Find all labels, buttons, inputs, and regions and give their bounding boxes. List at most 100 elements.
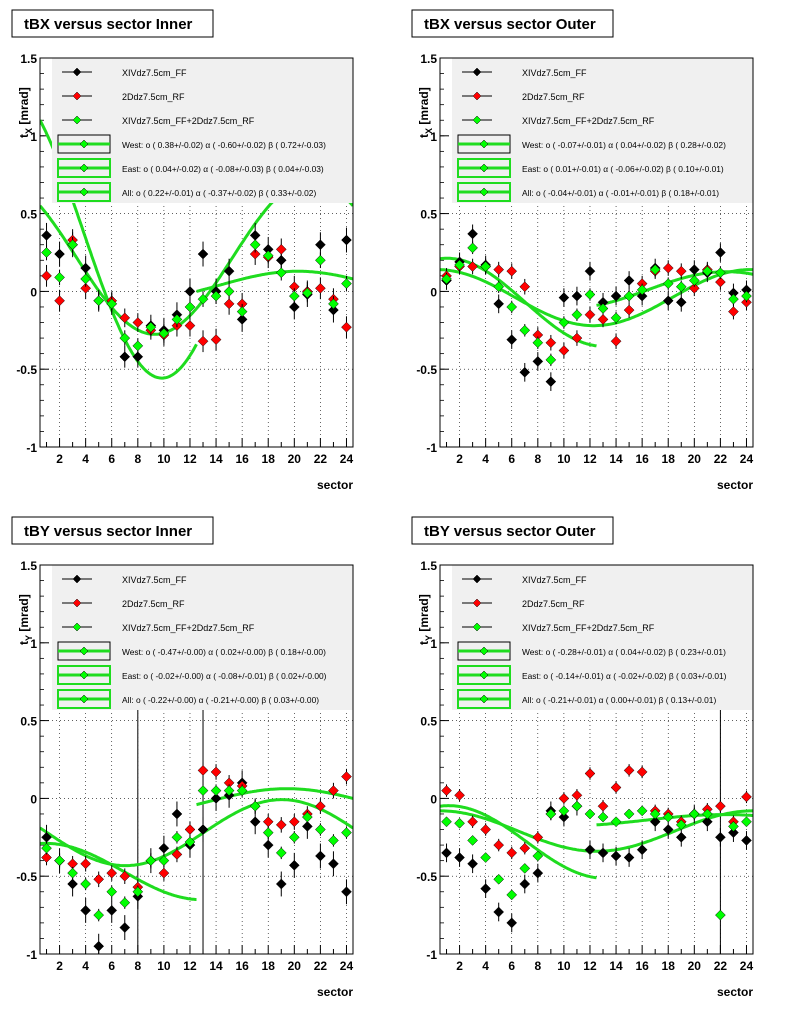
data-point-series-2 bbox=[493, 839, 505, 851]
data-point-series-1 bbox=[454, 852, 465, 863]
data-point-series-2 bbox=[54, 295, 65, 307]
legend-label: XIVdz7.5cm_FF bbox=[122, 68, 187, 78]
data-point-series-2 bbox=[675, 265, 687, 277]
fit-legend-marker bbox=[479, 187, 489, 197]
data-point-series-3 bbox=[728, 293, 739, 305]
data-point-series-1 bbox=[341, 886, 352, 898]
data-point-series-3 bbox=[106, 298, 118, 310]
legend-marker bbox=[472, 622, 482, 632]
data-point-series-2 bbox=[275, 244, 287, 255]
data-point-series-3 bbox=[132, 886, 144, 898]
fit-curve-west bbox=[440, 804, 597, 880]
x-tick-label: 2 bbox=[56, 959, 63, 973]
data-point-series-1 bbox=[662, 295, 674, 307]
data-point-series-1 bbox=[480, 883, 491, 895]
y-tick-label: 1.5 bbox=[420, 52, 437, 66]
data-point-series-1 bbox=[41, 230, 52, 241]
data-point-series-2 bbox=[623, 765, 635, 776]
y-axis-title: tX [mrad] bbox=[417, 87, 434, 138]
data-point-series-1 bbox=[197, 824, 209, 835]
x-tick-label: 20 bbox=[688, 959, 702, 973]
data-point-series-3 bbox=[302, 287, 313, 299]
legend-label: XIVdz7.5cm_FF+2Ddz7.5cm_RF bbox=[122, 116, 255, 126]
data-point-series-3 bbox=[675, 819, 687, 831]
x-tick-label: 18 bbox=[662, 959, 676, 973]
data-point-series-2 bbox=[741, 791, 752, 803]
data-point-series-1 bbox=[532, 867, 544, 879]
fit-legend-label: East: o ( 0.01+/-0.01) α ( -0.06+/-0.02)… bbox=[522, 164, 724, 174]
x-tick-label: 6 bbox=[508, 452, 515, 466]
data-point-series-2 bbox=[197, 335, 209, 347]
data-point-series-2 bbox=[158, 867, 170, 879]
data-point-series-2 bbox=[728, 306, 739, 317]
y-tick-label: 1 bbox=[430, 637, 437, 651]
legend: XIVdz7.5cm_FF 2Ddz7.5cm_RF XIVdz7.5cm_FF+2… bbox=[52, 58, 353, 203]
y-tick-label: -1 bbox=[426, 948, 437, 962]
data-point-series-3 bbox=[41, 842, 52, 854]
data-point-series-3 bbox=[145, 855, 157, 866]
data-point-series-3 bbox=[249, 239, 261, 251]
y-tick-label: 0 bbox=[30, 792, 37, 806]
data-point-series-2 bbox=[715, 276, 726, 288]
x-tick-label: 10 bbox=[157, 959, 171, 973]
data-point-series-1 bbox=[262, 839, 274, 851]
data-point-series-1 bbox=[223, 265, 235, 277]
chart-panel-2: tBX versus sector Outer-1-0.500.511.52 4 6… bbox=[411, 9, 754, 492]
data-point-series-2 bbox=[467, 816, 478, 828]
data-point-series-1 bbox=[558, 292, 570, 303]
legend-label: XIVdz7.5cm_FF bbox=[522, 575, 587, 585]
data-point-series-3 bbox=[275, 267, 287, 279]
chart-title-box bbox=[411, 516, 614, 545]
data-point-series-3 bbox=[571, 800, 583, 812]
x-tick-label: 22 bbox=[314, 959, 328, 973]
data-point-series-2 bbox=[584, 768, 596, 779]
data-point-series-3 bbox=[480, 852, 491, 863]
data-point-series-1 bbox=[702, 816, 713, 828]
plot-frame bbox=[39, 57, 354, 448]
data-point-series-2 bbox=[171, 849, 183, 860]
y-tick-label: 1.5 bbox=[20, 559, 37, 573]
data-point-series-2 bbox=[715, 800, 726, 812]
chart-title: tBX versus sector Inner bbox=[24, 16, 193, 33]
y-tick-label: 0 bbox=[430, 792, 437, 806]
data-point-series-1 bbox=[558, 811, 570, 823]
legend-label: 2Ddz7.5cm_RF bbox=[122, 92, 185, 102]
x-tick-label: 24 bbox=[340, 959, 354, 973]
data-point-series-3 bbox=[158, 328, 170, 339]
data-point-series-2 bbox=[288, 816, 300, 828]
data-point-series-2 bbox=[584, 309, 596, 321]
data-point-series-3 bbox=[702, 265, 713, 277]
y-tick-label: 1 bbox=[430, 130, 437, 144]
legend-marker bbox=[72, 91, 82, 101]
chart-title: tBY versus sector Inner bbox=[24, 523, 192, 540]
data-point-series-1 bbox=[675, 296, 687, 308]
data-point-series-3 bbox=[184, 301, 196, 313]
y-tick-label: -0.5 bbox=[16, 363, 37, 377]
x-tick-label: 14 bbox=[609, 959, 623, 973]
data-layer bbox=[440, 224, 753, 391]
data-point-series-1 bbox=[636, 844, 648, 856]
chart-title-box bbox=[11, 516, 214, 545]
data-point-series-3 bbox=[93, 909, 105, 921]
x-tick-label: 22 bbox=[714, 452, 728, 466]
data-point-series-1 bbox=[249, 816, 261, 828]
legend-label: 2Ddz7.5cm_RF bbox=[122, 599, 185, 609]
y-tick-label: 1 bbox=[30, 637, 37, 651]
y-tick-label: 1.5 bbox=[420, 559, 437, 573]
data-point-series-3 bbox=[236, 306, 248, 317]
data-point-series-3 bbox=[67, 867, 78, 879]
data-point-series-1 bbox=[506, 917, 518, 929]
data-point-series-1 bbox=[715, 831, 726, 843]
data-point-series-3 bbox=[636, 284, 648, 296]
data-point-series-2 bbox=[493, 264, 505, 275]
data-point-series-3 bbox=[302, 811, 313, 823]
data-point-series-3 bbox=[454, 259, 465, 271]
data-point-series-2 bbox=[441, 785, 452, 796]
data-point-series-3 bbox=[480, 261, 491, 272]
fit-legend-label: West: o ( -0.47+/-0.00) α ( 0.02+/-0.00)… bbox=[122, 647, 326, 657]
data-point-series-1 bbox=[675, 831, 687, 843]
data-point-series-3 bbox=[132, 340, 144, 352]
data-point-series-2 bbox=[558, 793, 570, 804]
data-point-series-1 bbox=[728, 827, 739, 838]
